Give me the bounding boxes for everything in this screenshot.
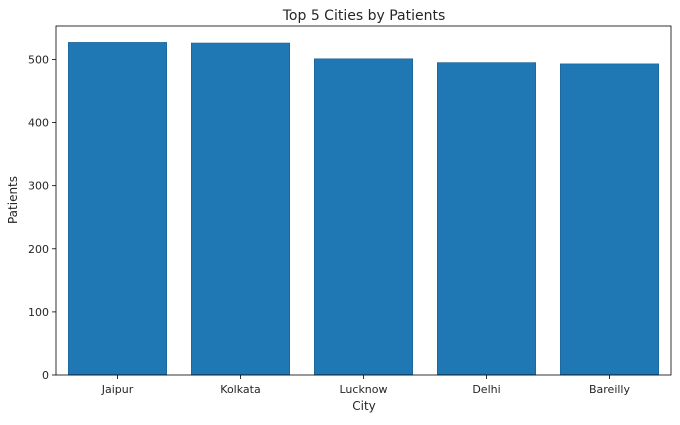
x-axis-label: City xyxy=(352,399,376,413)
x-tick-label: Lucknow xyxy=(339,383,387,396)
x-tick-label: Kolkata xyxy=(220,383,260,396)
x-tick-label: Jaipur xyxy=(101,383,134,396)
bar-kolkata xyxy=(191,42,291,376)
x-tick-label: Delhi xyxy=(472,383,500,396)
x-tick-label: Bareilly xyxy=(589,383,631,396)
y-tick-label: 300 xyxy=(28,180,49,193)
bar-delhi xyxy=(436,62,536,376)
y-tick-label: 500 xyxy=(28,53,49,66)
bar-jaipur xyxy=(68,42,168,376)
y-axis-label: Patients xyxy=(6,176,20,224)
y-tick-label: 100 xyxy=(28,306,49,319)
y-tick-label: 400 xyxy=(28,117,49,130)
plot-area: 0 100 200 300 400 500 Jaipur Kolkata Lucknow Delh… xyxy=(28,25,672,396)
y-tick-label: 0 xyxy=(42,369,49,382)
chart-title: Top 5 Cities by Patients xyxy=(282,8,446,24)
y-tick-label: 200 xyxy=(28,243,49,256)
bar-lucknow xyxy=(313,58,413,376)
bar-bareilly xyxy=(559,63,659,376)
